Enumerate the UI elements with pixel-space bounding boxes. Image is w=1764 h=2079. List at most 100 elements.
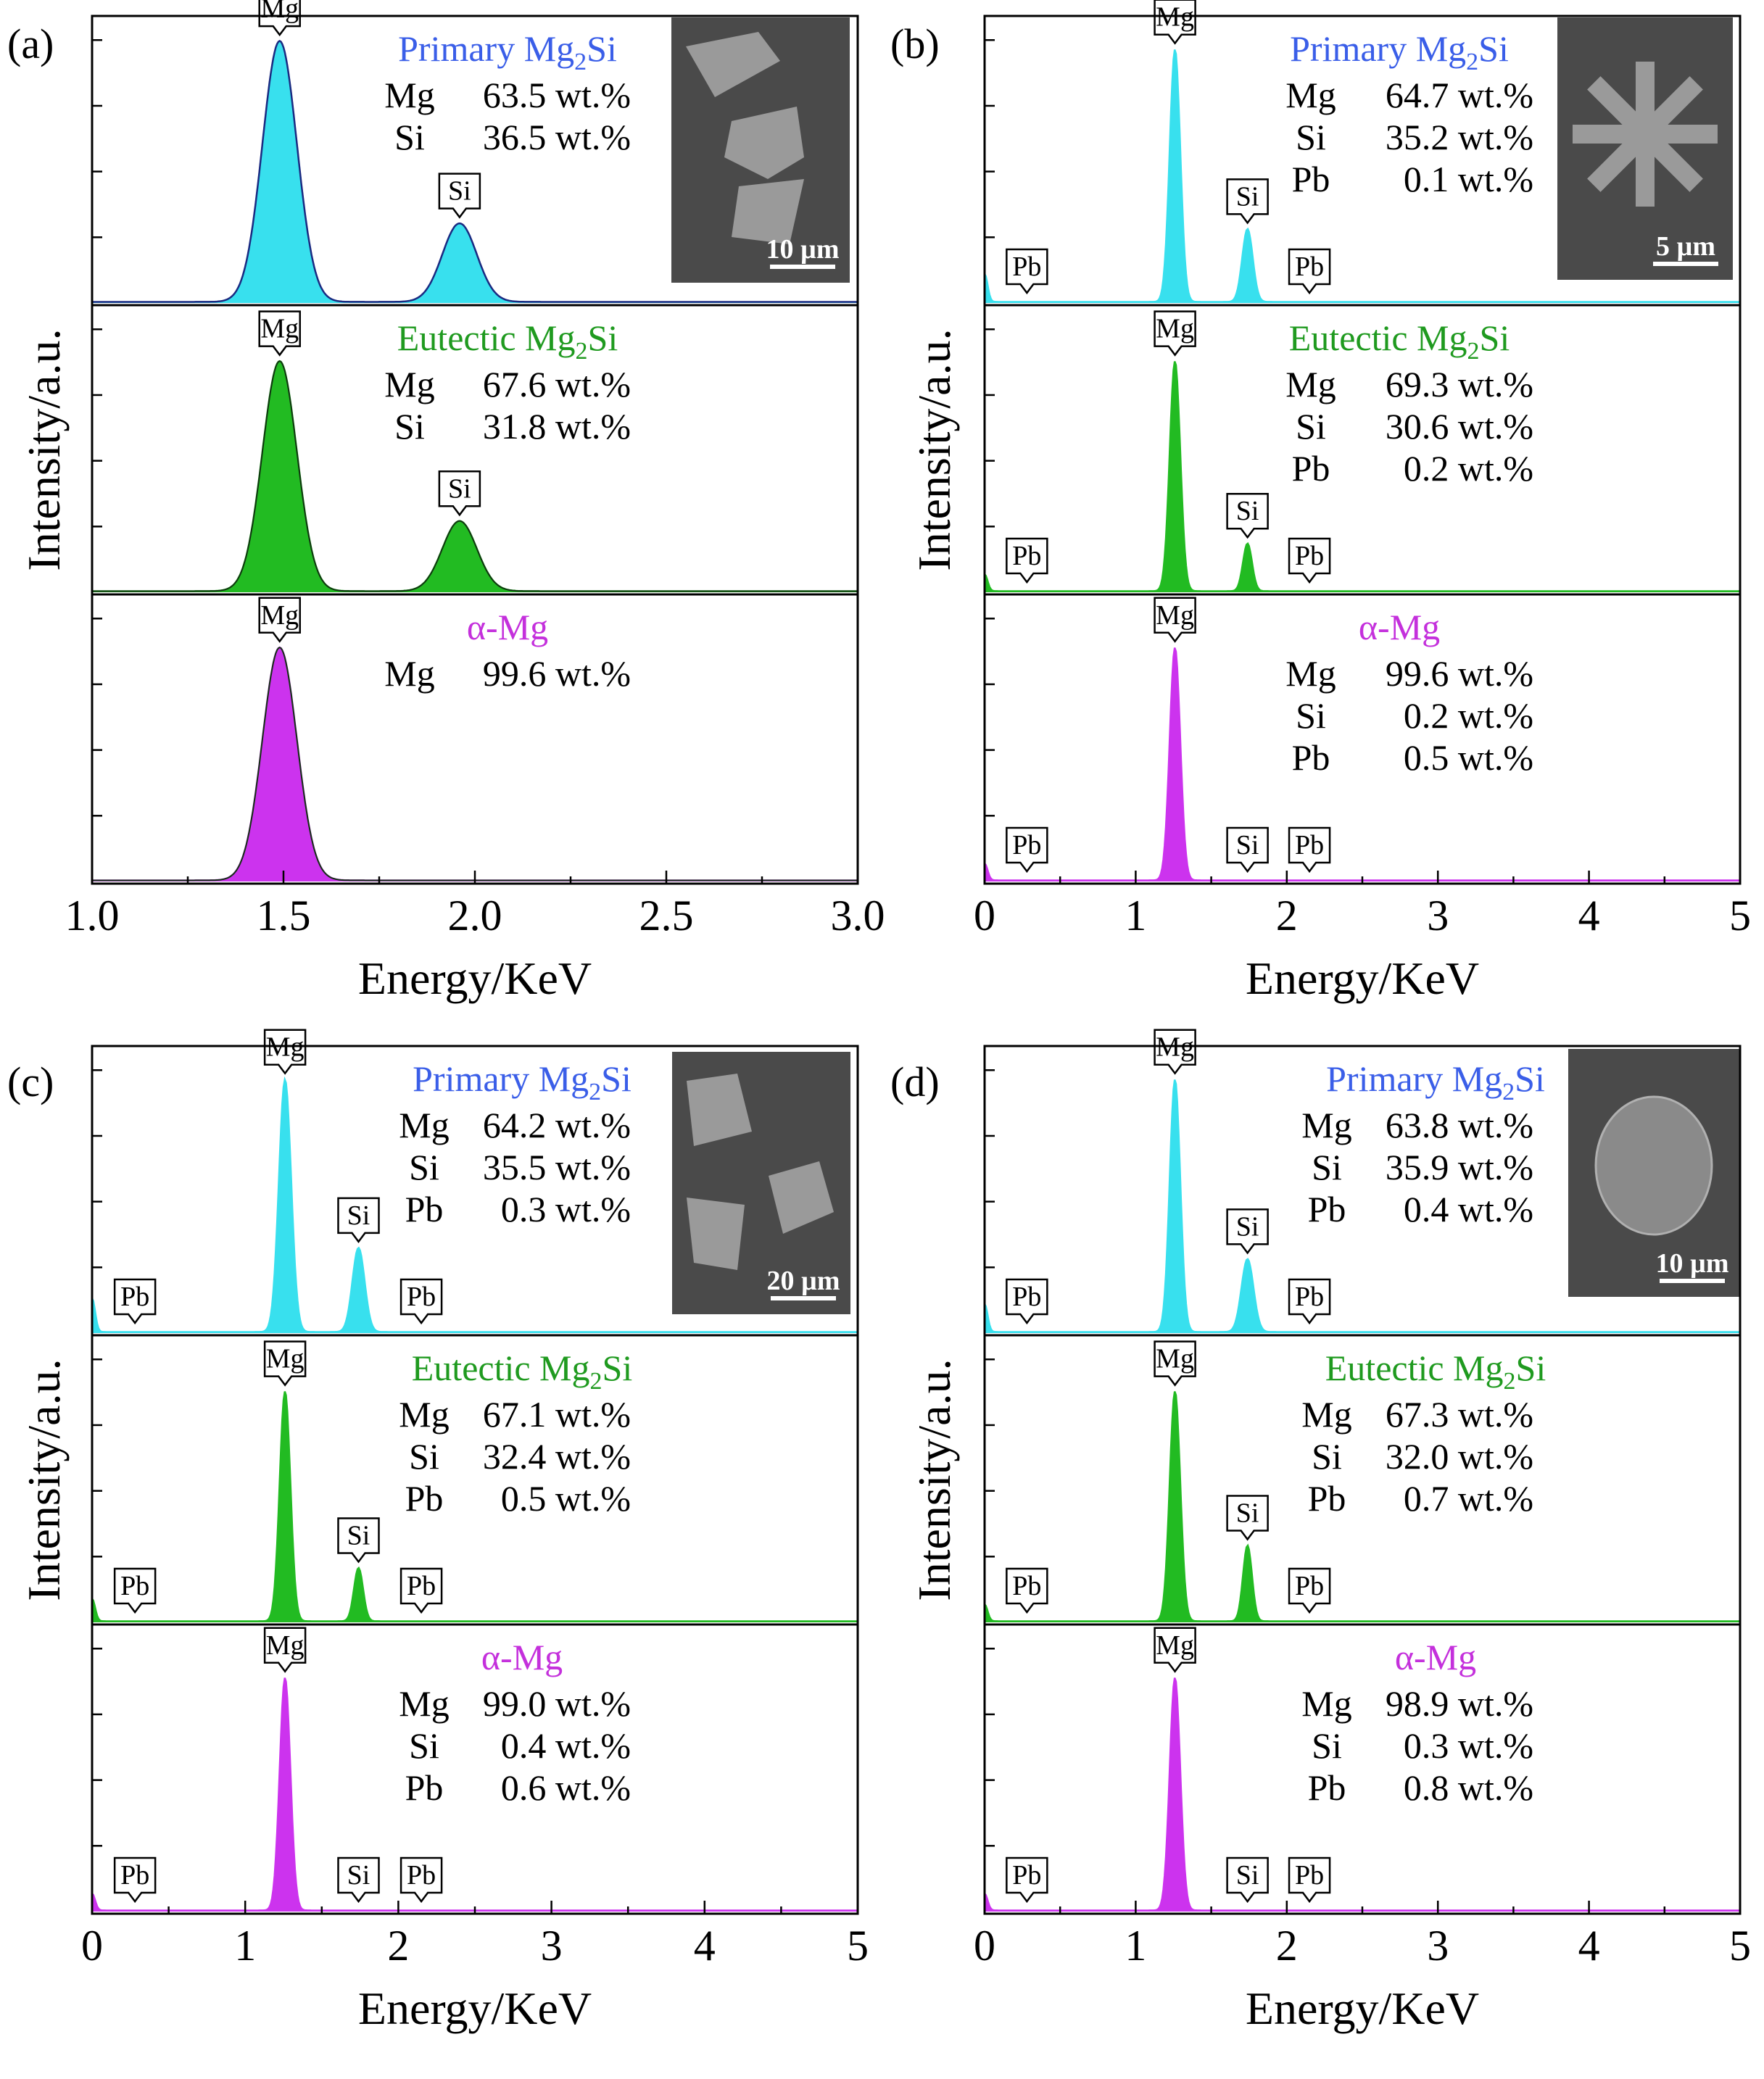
peak-label-si: Si <box>438 470 481 517</box>
composition-element: Pb <box>405 1478 444 1519</box>
peak-label-mg: Mg <box>1154 0 1196 45</box>
peak-label-box <box>263 1029 307 1075</box>
peak-label-box <box>1288 248 1331 295</box>
peak-label-text: Mg <box>260 314 299 344</box>
x-tick-label: 5 <box>847 1922 869 1970</box>
panel-label: (d) <box>890 1058 940 1105</box>
phase-title: α-Mg <box>1359 607 1440 647</box>
spectrum-fill <box>985 1391 1740 1622</box>
peak-label-text: Si <box>347 1200 370 1231</box>
composition-element: Mg <box>1301 1394 1351 1435</box>
peak-label-box <box>337 1856 380 1904</box>
peak-label-mg: Mg <box>258 597 301 643</box>
peak-label-box <box>1226 1208 1269 1255</box>
x-axis-title: Energy/KeV <box>358 953 592 1004</box>
y-axis-title: Intensity/a.u. <box>18 328 70 570</box>
composition-value: 0.2 wt.% <box>1404 448 1533 489</box>
composition-element: Si <box>1296 117 1326 157</box>
peak-label-text: Mg <box>260 0 299 24</box>
peak-label-si: Si <box>1226 1208 1269 1255</box>
composition-value: 31.8 wt.% <box>483 406 631 447</box>
composition-value: 67.1 wt.% <box>483 1394 631 1435</box>
composition-value: 32.4 wt.% <box>483 1436 631 1477</box>
peak-label-si: Si <box>1226 826 1269 873</box>
x-axis-title: Energy/KeV <box>1246 953 1479 1004</box>
composition-value: 32.0 wt.% <box>1386 1436 1533 1477</box>
peak-label-pb: Pb <box>1288 1856 1331 1904</box>
composition-element: Mg <box>384 364 434 404</box>
composition-element: Mg <box>1285 364 1336 404</box>
composition-element: Pb <box>1292 737 1330 778</box>
spectrum-fill <box>985 647 1740 881</box>
composition-value: 63.8 wt.% <box>1386 1105 1533 1145</box>
peak-label-mg: Mg <box>263 1340 307 1387</box>
peak-label-si: Si <box>1226 492 1269 539</box>
spectrum-fill <box>985 1677 1740 1912</box>
composition-value: 99.6 wt.% <box>1386 653 1533 694</box>
peak-label-text: Mg <box>266 1344 305 1374</box>
peak-label-box <box>399 1278 443 1325</box>
spectrum-fill <box>985 1079 1740 1333</box>
composition-element: Mg <box>1285 653 1336 694</box>
composition-element: Mg <box>399 1394 449 1435</box>
sem-inset: 10 µm <box>671 17 850 283</box>
peak-label-pb: Pb <box>1006 826 1048 873</box>
peak-label-pb: Pb <box>1006 248 1048 295</box>
composition-value: 0.5 wt.% <box>1404 737 1533 778</box>
peak-label-text: Mg <box>1156 600 1194 631</box>
x-tick-label: 2 <box>387 1922 409 1970</box>
peak-label-text: Pb <box>120 1860 149 1891</box>
crystal-shape <box>687 1198 745 1270</box>
peak-label-text: Mg <box>1156 1344 1194 1374</box>
peak-label-text: Pb <box>407 1282 436 1312</box>
spectrum-fill <box>985 361 1740 592</box>
peak-label-box <box>1154 0 1196 45</box>
peak-label-text: Pb <box>1012 830 1041 860</box>
peak-label-text: Mg <box>1156 2 1194 33</box>
peak-label-box <box>113 1567 157 1614</box>
peak-label-text: Si <box>347 1860 370 1891</box>
peak-label-box <box>1226 178 1269 225</box>
peak-label-pb: Pb <box>1006 1856 1048 1904</box>
x-axis-title: Energy/KeV <box>1246 1983 1479 2034</box>
composition-value: 0.7 wt.% <box>1404 1478 1533 1519</box>
peak-label-si: Si <box>337 1517 380 1564</box>
x-tick-label: 1.5 <box>257 892 311 939</box>
peak-label-text: Mg <box>266 1032 305 1063</box>
peak-label-pb: Pb <box>1288 537 1331 584</box>
peak-label-pb: Pb <box>1006 1567 1048 1614</box>
sem-inset: 20 µm <box>672 1052 850 1314</box>
composition-value: 67.6 wt.% <box>483 364 631 404</box>
composition-element: Pb <box>1308 1189 1346 1229</box>
phase-title: Eutectic Mg2Si <box>1289 318 1510 365</box>
peak-label-box <box>438 173 481 219</box>
phase-title: Primary Mg2Si <box>1326 1058 1545 1105</box>
peak-label-text: Pb <box>1012 1282 1041 1312</box>
x-tick-label: 1 <box>1125 1922 1146 1970</box>
peak-label-box <box>1154 1340 1196 1387</box>
phase-title: Primary Mg2Si <box>1290 28 1509 75</box>
peak-label-box <box>1154 1627 1196 1673</box>
spectrum-line <box>91 1677 858 1912</box>
phase-title: Eutectic Mg2Si <box>412 1348 632 1395</box>
peak-label-text: Si <box>347 1520 370 1551</box>
peak-label-text: Pb <box>120 1282 149 1312</box>
x-tick-label: 3 <box>1427 892 1449 939</box>
composition-value: 98.9 wt.% <box>1386 1683 1533 1724</box>
x-tick-label: 2.5 <box>639 892 694 939</box>
spectrum-fill <box>92 41 858 303</box>
spectrum-outline <box>92 360 858 592</box>
scale-bar-label: 20 µm <box>766 1266 840 1296</box>
composition-element: Mg <box>399 1683 449 1724</box>
composition-element: Si <box>1312 1147 1342 1187</box>
peak-label-box <box>113 1856 157 1904</box>
peak-label-pb: Pb <box>1006 537 1048 584</box>
peak-label-pb: Pb <box>1288 826 1331 873</box>
peak-label-box <box>337 1517 380 1564</box>
spectrum-line <box>984 1391 1740 1622</box>
peak-label-mg: Mg <box>258 310 301 357</box>
x-tick-label: 1 <box>1125 892 1146 939</box>
